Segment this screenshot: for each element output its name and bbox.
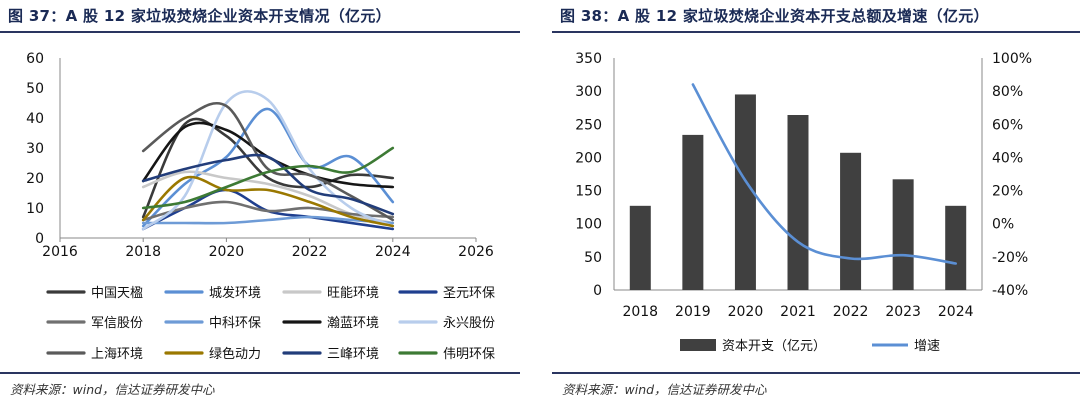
- legend-label: 中科环保: [209, 316, 261, 331]
- left-source-rule: [0, 372, 520, 374]
- legend-label: 瀚蓝环境: [327, 316, 379, 331]
- legend-label: 中国天楹: [91, 285, 143, 301]
- y-tick-label: 20: [26, 171, 44, 187]
- x-tick-label: 2019: [675, 304, 711, 320]
- y-right-tick-label: 100%: [992, 51, 1032, 67]
- x-tick-label: 2021: [780, 304, 816, 320]
- y-left-tick-label: 300: [575, 84, 602, 100]
- series-line-5: [141, 200, 395, 222]
- legend-label: 圣元环保: [443, 286, 495, 301]
- x-tick-label: 2018: [622, 304, 658, 320]
- x-tick-label: 2024: [938, 304, 974, 320]
- x-tick-label: 2022: [833, 304, 869, 320]
- x-tick-label: 2024: [375, 244, 411, 260]
- y-right-tick-label: 40%: [992, 150, 1023, 166]
- series-line-6: [141, 215, 395, 225]
- y-tick-label: 40: [26, 111, 44, 127]
- series-line-9: [141, 101, 395, 222]
- legend-swatch-bar: [680, 339, 716, 351]
- legend-label: 军信股份: [91, 316, 143, 331]
- legend-label-capex: 资本开支（亿元）: [722, 339, 826, 354]
- left-source-note: 资料来源：wind，信达证券研发中心: [10, 382, 215, 397]
- legend-label: 三峰环境: [327, 347, 379, 362]
- y-left-tick-label: 200: [575, 150, 602, 166]
- series-line-11: [141, 153, 395, 216]
- y-left-tick-label: 0: [593, 283, 602, 299]
- y-right-tick-label: -40%: [992, 283, 1028, 299]
- legend-label: 城发环境: [209, 285, 261, 301]
- series-line-8: [141, 90, 395, 231]
- capex-bar: [629, 205, 651, 290]
- capex-bar: [945, 205, 967, 290]
- x-tick-label: 2026: [458, 244, 494, 260]
- y-right-tick-label: 20%: [992, 184, 1023, 200]
- x-tick-label: 2023: [885, 304, 921, 320]
- series-line-10: [141, 175, 395, 228]
- y-tick-label: 60: [26, 51, 44, 67]
- y-right-tick-label: -20%: [992, 250, 1028, 266]
- capex-bar: [787, 115, 809, 291]
- capex-bar: [892, 179, 914, 290]
- legend-label: 永兴股份: [443, 316, 495, 331]
- right-source-rule: [552, 372, 1080, 374]
- legend-label: 上海环境: [91, 347, 143, 362]
- left-chart-panel: 图 37：A 股 12 家垃圾焚烧企业资本开支情况（亿元） 0 10 20 30 40 5…: [0, 0, 520, 403]
- legend-label: 旺能环境: [327, 286, 379, 301]
- legend-label-growth: 增速: [914, 339, 940, 354]
- capex-bar: [840, 152, 862, 290]
- right-source-note: 资料来源：wind，信达证券研发中心: [562, 382, 767, 397]
- x-tick-label: 2020: [728, 304, 764, 320]
- series-line-12: [141, 146, 395, 210]
- legend-label: 绿色动力: [209, 346, 261, 362]
- left-line-chart: 0 10 20 30 40 50 60 2016 2018 2020 2022 2024 2026 中国天…: [26, 51, 495, 362]
- y-left-tick-label: 350: [575, 51, 602, 67]
- y-right-tick-label: 80%: [992, 84, 1023, 100]
- y-left-tick-label: 100: [575, 217, 602, 233]
- y-tick-label: 0: [35, 231, 44, 247]
- x-tick-label: 2022: [292, 244, 328, 260]
- right-combo-chart: 0 50 100 150 200 250 300 350 -40% -20% 0% 20% 40% 60%…: [575, 51, 1032, 354]
- y-right-tick-label: 0%: [992, 217, 1014, 233]
- x-tick-label: 2020: [209, 244, 245, 260]
- y-left-tick-label: 50: [584, 250, 602, 266]
- y-left-tick-label: 150: [575, 184, 602, 200]
- legend-label: 伟明环保: [443, 347, 495, 362]
- right-chart-panel: 图 38：A 股 12 家垃圾焚烧企业资本开支总额及增速（亿元） 0 50 100 1…: [552, 0, 1080, 403]
- left-chart-title: 图 37：A 股 12 家垃圾焚烧企业资本开支情况（亿元）: [8, 7, 391, 25]
- growth-rate-line: [691, 83, 957, 265]
- y-right-tick-label: 60%: [992, 117, 1023, 133]
- right-chart-title: 图 38：A 股 12 家垃圾焚烧企业资本开支总额及增速（亿元）: [560, 7, 989, 25]
- y-tick-label: 50: [26, 81, 44, 97]
- right-title-rule: [552, 31, 1080, 33]
- x-tick-label: 2016: [42, 244, 78, 260]
- left-title-rule: [0, 31, 520, 33]
- capex-bar: [734, 94, 756, 290]
- y-tick-label: 30: [26, 141, 44, 157]
- series-line-2: [141, 107, 395, 228]
- y-left-tick-label: 250: [575, 117, 602, 133]
- x-tick-label: 2018: [125, 244, 161, 260]
- y-tick-label: 10: [26, 201, 44, 217]
- capex-bar: [682, 134, 704, 290]
